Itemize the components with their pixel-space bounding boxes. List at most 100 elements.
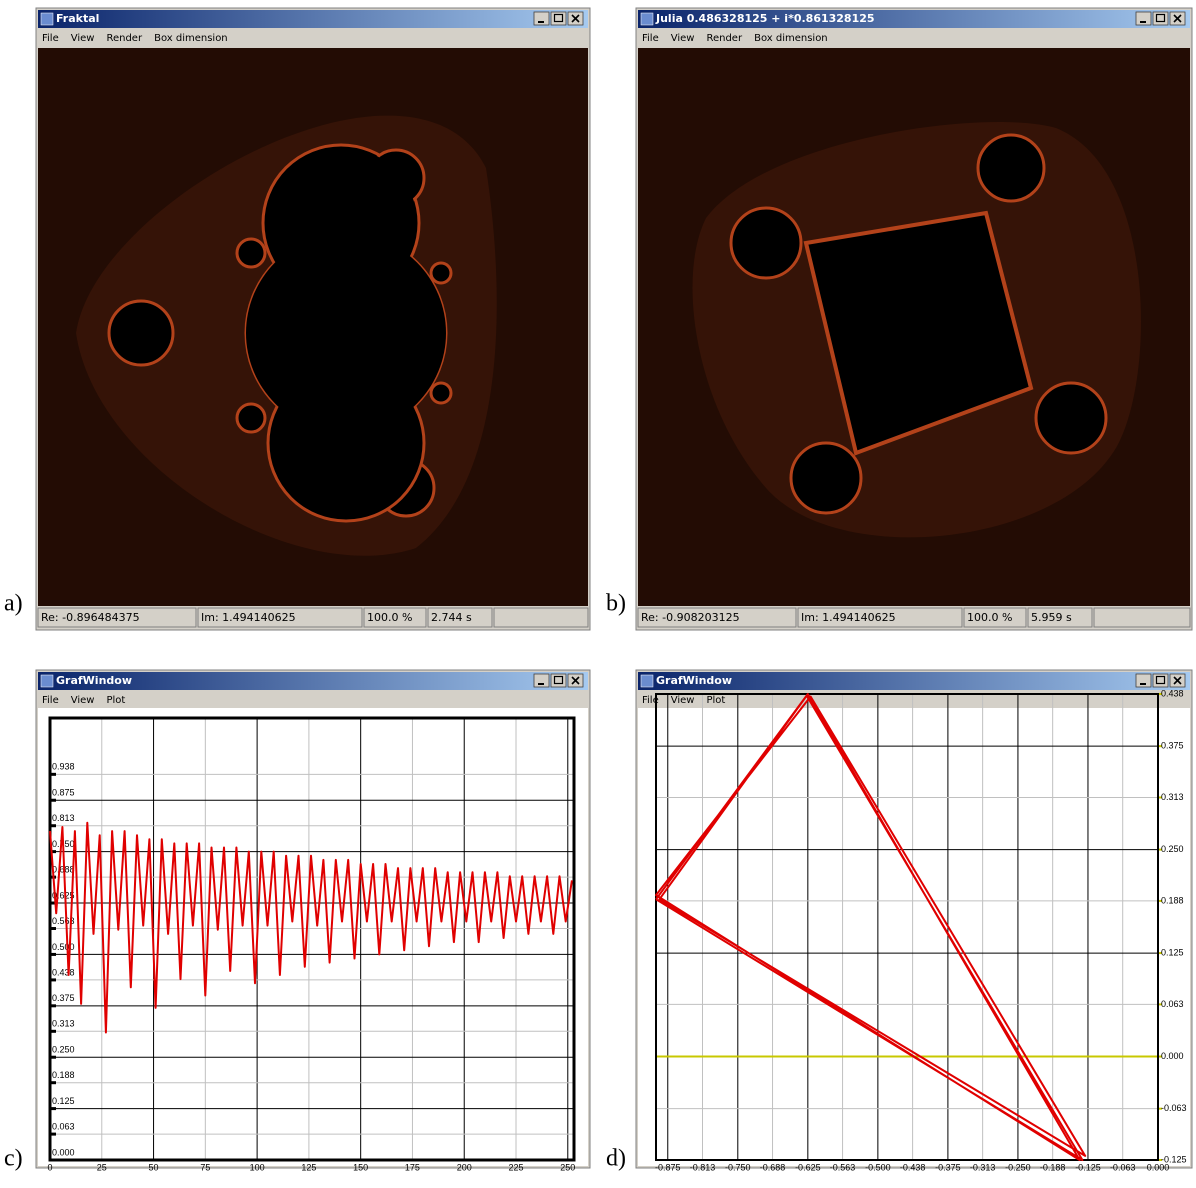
menu-item[interactable]: View [671, 695, 695, 706]
y-tick-label: 0.125 [1161, 947, 1184, 957]
status-text: Re: -0.908203125 [641, 611, 740, 624]
y-tick-label: -0.063 [1161, 1103, 1187, 1113]
x-tick-label: 25 [97, 1162, 107, 1172]
x-tick-label: 100 [250, 1162, 265, 1172]
y-tick-label: 0.250 [1161, 844, 1184, 854]
menu-item[interactable]: View [71, 695, 95, 706]
set-bulb [265, 147, 417, 299]
x-tick-label: -0.375 [935, 1162, 961, 1172]
status-text: 100.0 % [967, 611, 1012, 624]
status-text: Im: 1.494140625 [801, 611, 896, 624]
x-tick-label: -0.625 [795, 1162, 821, 1172]
julia-lobe [731, 208, 801, 278]
julia-lobe [791, 443, 861, 513]
y-tick-label: 0.813 [52, 813, 75, 823]
window-title: Julia 0.486328125 + i*0.861328125 [655, 12, 875, 25]
window-title: GrafWindow [56, 674, 132, 687]
status-field [494, 608, 588, 627]
menu-item[interactable]: Render [706, 33, 742, 44]
y-tick-label: -0.125 [1161, 1154, 1187, 1164]
x-tick-label: -0.813 [690, 1162, 716, 1172]
minimize-button[interactable] [1136, 674, 1151, 687]
x-tick-label: -0.875 [655, 1162, 681, 1172]
x-tick-label: 175 [405, 1162, 420, 1172]
menu-item[interactable]: View [71, 33, 95, 44]
set-bulb [431, 263, 451, 283]
x-tick-label: 150 [353, 1162, 368, 1172]
panel-label: b) [606, 591, 626, 617]
menu-item[interactable]: File [42, 33, 59, 44]
menu-item[interactable]: Plot [106, 695, 125, 706]
x-tick-label: -0.500 [865, 1162, 891, 1172]
y-tick-label: 0.188 [52, 1070, 75, 1080]
app-icon [641, 13, 653, 25]
x-tick-label: -0.688 [760, 1162, 786, 1172]
x-tick-label: -0.438 [900, 1162, 926, 1172]
minimize-button[interactable] [534, 12, 549, 25]
y-tick-label: 0.063 [1161, 999, 1184, 1009]
panel-label: d) [606, 1146, 626, 1172]
y-tick-label: 0.313 [52, 1019, 75, 1029]
x-tick-label: 125 [301, 1162, 316, 1172]
y-tick-label: 0.000 [52, 1147, 75, 1157]
x-tick-label: 250 [560, 1162, 575, 1172]
y-tick-label: 0.125 [52, 1096, 75, 1106]
status-text: Re: -0.896484375 [41, 611, 140, 624]
y-tick-label: 0.500 [52, 942, 75, 952]
title-bar [38, 10, 588, 28]
y-tick-label: 0.438 [52, 967, 75, 977]
y-tick-label: 0.250 [52, 1045, 75, 1055]
menu-item[interactable]: File [42, 695, 59, 706]
y-tick-label: 0.938 [52, 762, 75, 772]
fractal-view [38, 48, 588, 606]
julia-lobe [978, 135, 1044, 201]
status-text: Im: 1.494140625 [201, 611, 296, 624]
window-title: Fraktal [56, 12, 99, 25]
menu-item[interactable]: View [671, 33, 695, 44]
status-text: 100.0 % [367, 611, 412, 624]
x-tick-label: 225 [508, 1162, 523, 1172]
x-tick-label: -0.563 [830, 1162, 856, 1172]
plot-area [38, 708, 588, 1166]
set-bulb [237, 404, 265, 432]
menu-item[interactable]: Box dimension [754, 33, 828, 44]
y-tick-label: 0.188 [1161, 895, 1184, 905]
minimize-button[interactable] [534, 674, 549, 687]
x-tick-label: -0.250 [1005, 1162, 1031, 1172]
y-tick-label: 0.375 [1161, 741, 1184, 751]
status-text: 2.744 s [431, 611, 472, 624]
menu-item[interactable]: Render [106, 33, 142, 44]
x-tick-label: 75 [200, 1162, 210, 1172]
x-tick-label: 200 [457, 1162, 472, 1172]
status-field [1094, 608, 1190, 627]
app-icon [641, 675, 653, 687]
set-bulb [237, 239, 265, 267]
x-tick-label: -0.125 [1075, 1162, 1101, 1172]
app-icon [41, 13, 53, 25]
menu-item[interactable]: Plot [706, 695, 725, 706]
menu-item[interactable]: Box dimension [154, 33, 228, 44]
window-title: GrafWindow [656, 674, 732, 687]
x-tick-label: 0 [47, 1162, 52, 1172]
x-tick-label: -0.750 [725, 1162, 751, 1172]
y-tick-label: 0.375 [52, 993, 75, 1003]
panel-label: c) [4, 1146, 23, 1172]
y-tick-label: 0.063 [52, 1121, 75, 1131]
x-tick-label: -0.188 [1040, 1162, 1066, 1172]
set-bulb [431, 383, 451, 403]
app-icon [41, 675, 53, 687]
y-tick-label: 0.000 [1161, 1051, 1184, 1061]
panel-label: a) [4, 591, 23, 617]
menu-item[interactable]: File [642, 33, 659, 44]
minimize-button[interactable] [1136, 12, 1151, 25]
screen: a) Fraktal File View Render Box dimension Re: … [0, 0, 1196, 1188]
status-text: 5.959 s [1031, 611, 1072, 624]
x-tick-label: -0.063 [1110, 1162, 1136, 1172]
julia-lobe [1036, 383, 1106, 453]
y-tick-label: 0.438 [1161, 688, 1184, 698]
y-tick-label: 0.313 [1161, 792, 1184, 802]
x-tick-label: 50 [149, 1162, 159, 1172]
set-bulb [109, 301, 173, 365]
fractal-view [638, 48, 1190, 606]
y-tick-label: 0.875 [52, 788, 75, 798]
